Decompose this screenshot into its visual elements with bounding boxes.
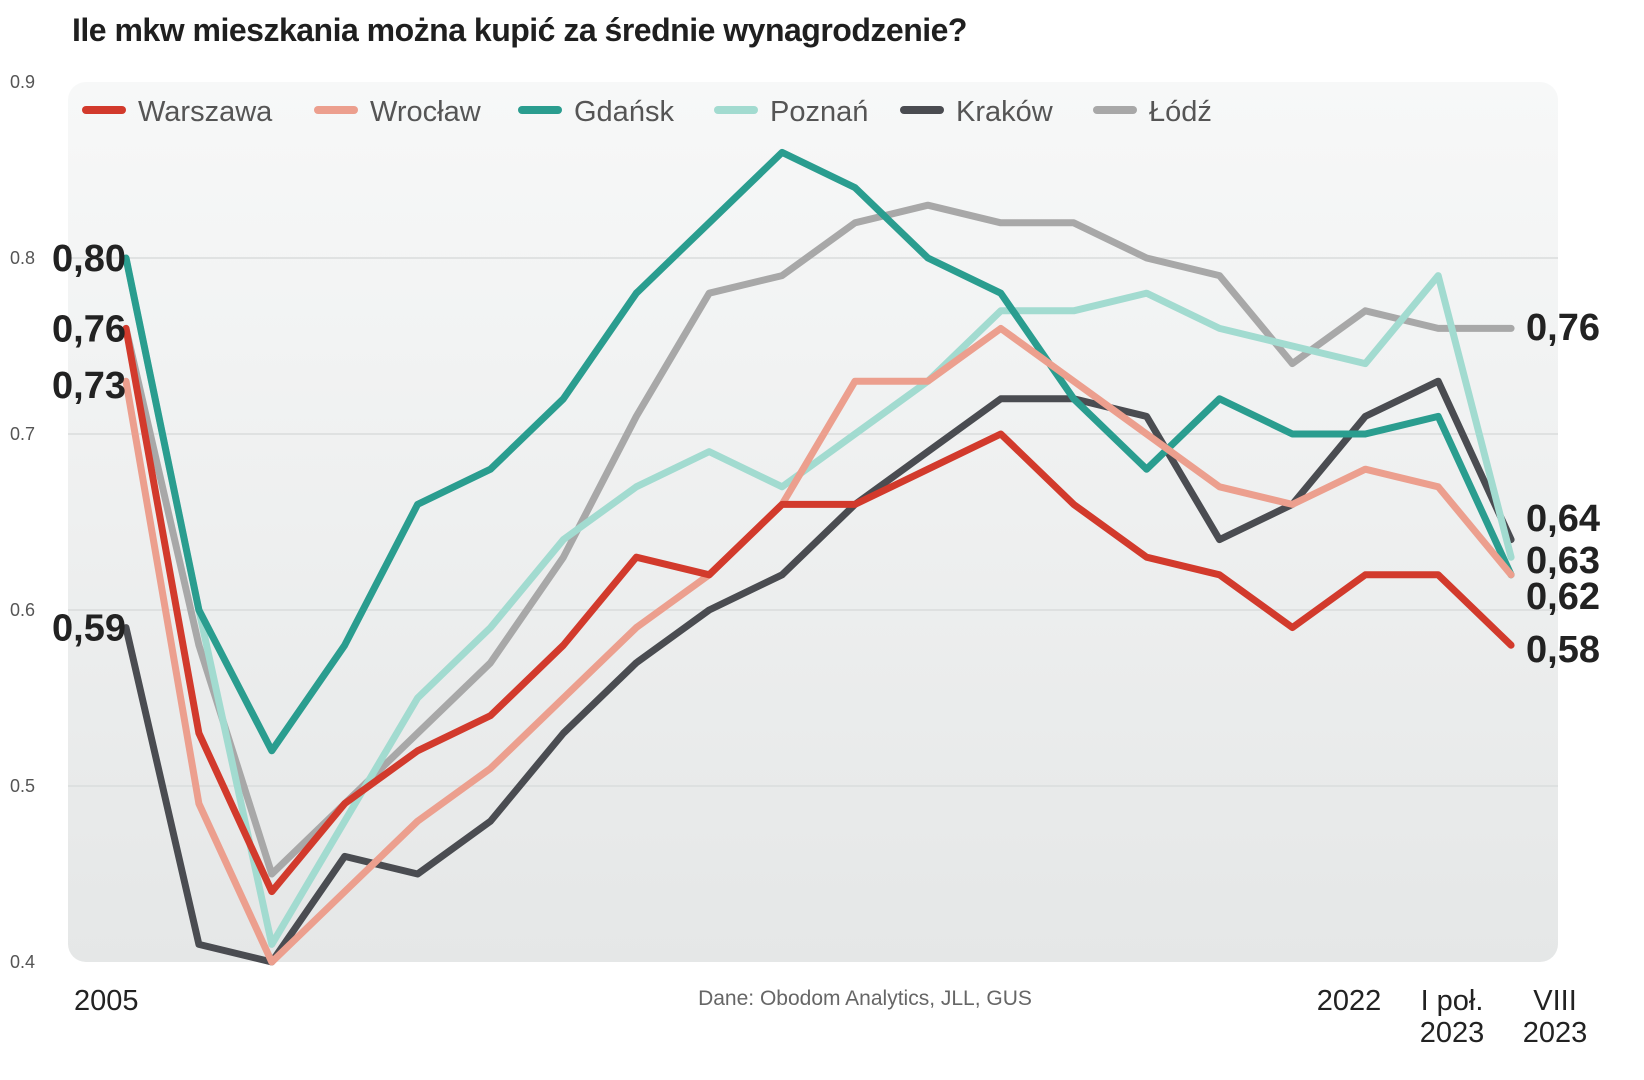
y-tick-label: 0.9	[10, 72, 35, 92]
x-tick-label: 2023	[1420, 1017, 1485, 1049]
series-line-wrocław	[122, 324, 1515, 966]
start-value-label: 0,80	[52, 238, 126, 280]
end-value-label: 0,76	[1526, 307, 1600, 349]
y-tick-label: 0.7	[10, 424, 35, 444]
end-value-label: 0,62	[1526, 576, 1600, 618]
end-value-label: 0,58	[1526, 629, 1600, 671]
y-axis-ticks: 0.9 0.8 0.7 0.6 0.5 0.4	[10, 72, 35, 972]
end-value-label: 0,64	[1526, 498, 1600, 540]
legend-label: Wrocław	[370, 96, 482, 128]
end-value-label: 0,63	[1526, 540, 1600, 582]
legend-label: Poznań	[770, 96, 868, 128]
y-tick-label: 0.8	[10, 248, 35, 268]
legend-label: Kraków	[956, 96, 1054, 128]
plot-background	[68, 82, 1558, 962]
chart-title: Ile mkw mieszkania można kupić za średni…	[72, 12, 967, 48]
series-line-warszawa	[122, 324, 1515, 896]
x-tick-label: 2005	[74, 985, 139, 1017]
x-tick-label: I poł.	[1421, 985, 1484, 1017]
grid-lines	[68, 257, 1558, 787]
source-note: Dane: Obodom Analytics, JLL, GUS	[698, 987, 1032, 1010]
legend-label: Łódź	[1149, 96, 1212, 128]
value-labels: 0,80 0,76 0,73 0,59 0,76 0,640,630,62 0,58	[52, 238, 1600, 671]
legend-label: Warszawa	[138, 96, 273, 128]
start-value-label: 0,73	[52, 365, 126, 407]
legend-label: Gdańsk	[574, 96, 674, 128]
y-tick-label: 0.5	[10, 776, 35, 796]
series-lines	[122, 148, 1515, 966]
start-value-label: 0,59	[52, 608, 126, 650]
y-tick-label: 0.4	[10, 952, 35, 972]
series-line-gdańsk	[122, 148, 1515, 755]
x-tick-label: 2023	[1523, 1017, 1588, 1049]
series-line-poznań	[122, 254, 1515, 948]
x-tick-label: 2022	[1317, 985, 1382, 1017]
legend: Warszawa Wrocław Gdańsk Poznań Kraków Łódź	[82, 96, 1212, 128]
series-line-kraków	[122, 377, 1515, 966]
x-tick-label: VIII	[1533, 985, 1577, 1017]
start-value-label: 0,76	[52, 308, 126, 350]
y-tick-label: 0.6	[10, 600, 35, 620]
